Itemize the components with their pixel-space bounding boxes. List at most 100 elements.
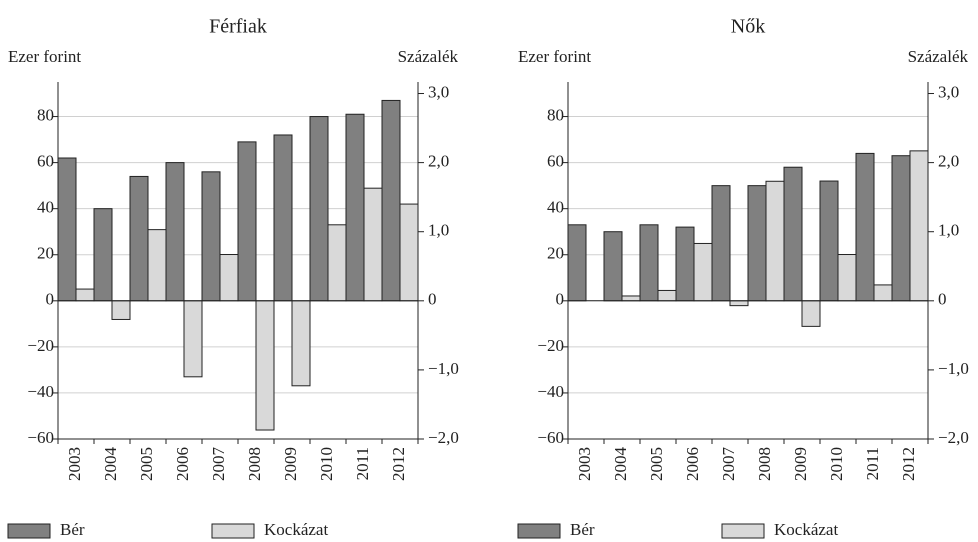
- y-tick-label: 60: [547, 152, 564, 171]
- bar: [765, 180, 785, 302]
- y2-tick-label: −2,0: [428, 428, 459, 447]
- y-tick-label: −60: [27, 428, 54, 447]
- bar: [201, 171, 221, 302]
- bar: [111, 300, 131, 320]
- y-axis-label: Ezer forint: [518, 47, 591, 66]
- x-tick-label: 2010: [827, 447, 846, 481]
- bar: [801, 300, 821, 327]
- bar: [57, 157, 77, 302]
- x-tick-label: 2012: [899, 447, 918, 481]
- bar: [183, 300, 203, 378]
- y2-tick-label: 1,0: [938, 221, 959, 240]
- y-tick-label: 20: [37, 244, 54, 263]
- x-tick-label: 2008: [245, 447, 264, 481]
- y-tick-label: 0: [46, 290, 55, 309]
- bar: [381, 99, 401, 302]
- y2-tick-label: 3,0: [428, 82, 449, 101]
- y2-tick-label: −1,0: [428, 359, 459, 378]
- y2-tick-label: 0: [938, 290, 947, 309]
- y-tick-label: 0: [556, 290, 565, 309]
- x-tick-label: 2007: [719, 447, 738, 482]
- bar: [291, 300, 311, 387]
- x-tick-label: 2007: [209, 447, 228, 482]
- y-tick-label: 20: [547, 244, 564, 263]
- bar: [711, 185, 731, 302]
- bar: [93, 208, 113, 302]
- x-tick-label: 2012: [389, 447, 408, 481]
- x-tick-label: 2006: [683, 447, 702, 481]
- y2-tick-label: −2,0: [938, 428, 969, 447]
- y-tick-label: 60: [37, 152, 54, 171]
- y2-tick-label: 3,0: [938, 82, 959, 101]
- bar: [399, 203, 419, 302]
- y2-tick-label: 1,0: [428, 221, 449, 240]
- panel: Nők Ezer forint Százalék −60 −40 −20 0 20 40 60 80…: [517, 16, 969, 539]
- bar: [603, 231, 623, 302]
- bar: [729, 300, 749, 307]
- x-tick-label: 2004: [611, 447, 630, 482]
- legend-label: Kockázat: [264, 520, 328, 539]
- y-tick-label: −20: [537, 336, 564, 355]
- x-tick-label: 2008: [755, 447, 774, 481]
- bar: [75, 288, 95, 302]
- chart-title: Férfiak: [209, 16, 267, 38]
- bar: [657, 289, 677, 302]
- x-tick-label: 2005: [137, 447, 156, 481]
- bar: [363, 187, 383, 302]
- y-tick-label: −60: [537, 428, 564, 447]
- bar: [837, 254, 857, 302]
- legend-label: Kockázat: [774, 520, 838, 539]
- legend-swatch: [721, 523, 765, 539]
- x-tick-label: 2011: [863, 447, 882, 480]
- bar: [891, 155, 911, 302]
- y-tick-label: −40: [537, 382, 564, 401]
- x-tick-label: 2010: [317, 447, 336, 481]
- y2-tick-label: 2,0: [938, 152, 959, 171]
- bar: [129, 175, 149, 302]
- legend-label: Bér: [570, 520, 595, 539]
- y-tick-label: 40: [547, 198, 564, 217]
- legend-swatch: [7, 523, 51, 539]
- y-tick-label: −20: [27, 336, 54, 355]
- bar: [327, 224, 347, 302]
- bar: [783, 166, 803, 302]
- bar: [621, 295, 641, 302]
- bar: [675, 226, 695, 302]
- bar: [693, 242, 713, 302]
- panel: Férfiak Ezer forint Százalék −60 −40 −20 0 20 40…: [7, 16, 459, 539]
- x-tick-label: 2003: [65, 447, 84, 481]
- bar: [819, 180, 839, 302]
- x-tick-label: 2005: [647, 447, 666, 481]
- y-tick-label: −40: [27, 382, 54, 401]
- y-axis-label: Ezer forint: [8, 47, 81, 66]
- chart-title: Nők: [731, 16, 765, 38]
- y2-axis-label: Százalék: [398, 47, 459, 66]
- bar: [147, 229, 167, 302]
- x-tick-label: 2009: [791, 447, 810, 481]
- y-tick-label: 80: [37, 105, 54, 124]
- bar: [567, 224, 587, 302]
- bar: [273, 134, 293, 302]
- bar: [639, 224, 659, 302]
- bar: [219, 254, 239, 302]
- x-tick-label: 2011: [353, 447, 372, 480]
- y-tick-label: 40: [37, 198, 54, 217]
- bar: [309, 116, 329, 302]
- y2-tick-label: 2,0: [428, 152, 449, 171]
- x-tick-label: 2003: [575, 447, 594, 481]
- y2-tick-label: 0: [428, 290, 437, 309]
- bar: [873, 284, 893, 302]
- y2-tick-label: −1,0: [938, 359, 969, 378]
- x-tick-label: 2006: [173, 447, 192, 481]
- bar: [855, 152, 875, 302]
- legend-swatch: [211, 523, 255, 539]
- x-tick-label: 2004: [101, 447, 120, 482]
- bar: [345, 113, 365, 302]
- y-tick-label: 80: [547, 105, 564, 124]
- bar: [747, 185, 767, 302]
- legend-label: Bér: [60, 520, 85, 539]
- bar: [255, 300, 275, 431]
- bar: [909, 150, 929, 302]
